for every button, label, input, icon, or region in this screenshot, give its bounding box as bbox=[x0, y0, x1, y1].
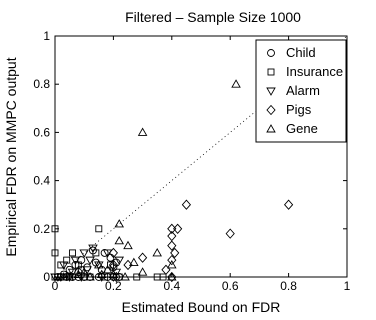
data-point-insurance bbox=[51, 225, 59, 233]
legend-label-alarm: Alarm bbox=[286, 83, 320, 98]
y-axis-label: Empirical FDR on MMPC output bbox=[3, 57, 19, 256]
legend-marker-gene bbox=[266, 124, 276, 133]
data-point-gene bbox=[231, 79, 241, 88]
data-point-pigs bbox=[167, 254, 177, 266]
data-point-gene bbox=[123, 240, 133, 250]
series-gene bbox=[58, 79, 241, 281]
data-point-alarm bbox=[67, 268, 78, 278]
data-point-alarm bbox=[114, 256, 125, 266]
tick-labels: 0 0.2 0.4 0.6 0.8 1 0 0.2 0.4 0.6 0.8 1 bbox=[33, 29, 350, 293]
data-point-pigs bbox=[167, 230, 177, 242]
data-point-alarm bbox=[70, 256, 81, 266]
data-point-alarm bbox=[94, 261, 104, 270]
data-point-insurance bbox=[115, 273, 123, 281]
data-point-gene bbox=[79, 267, 89, 276]
data-point-pigs bbox=[167, 240, 177, 251]
x-tick-label: 0.2 bbox=[105, 279, 122, 293]
data-point-pigs bbox=[283, 199, 294, 210]
data-point-child bbox=[100, 248, 109, 257]
chart-title: Filtered – Sample Size 1000 bbox=[125, 9, 301, 25]
data-point-child bbox=[94, 273, 103, 281]
data-point-alarm bbox=[88, 244, 98, 253]
data-point-pigs bbox=[137, 252, 148, 263]
series-pigs bbox=[108, 199, 294, 283]
data-point-gene bbox=[137, 267, 148, 276]
data-point-alarm bbox=[56, 273, 66, 282]
x-tick-label: 0.6 bbox=[222, 279, 239, 293]
data-point-insurance bbox=[95, 225, 103, 233]
y-tick-label: 0.6 bbox=[33, 125, 50, 139]
data-point-alarm bbox=[58, 261, 69, 270]
data-point-gene bbox=[73, 269, 84, 279]
x-tick-label: 0 bbox=[52, 279, 59, 293]
data-point-gene bbox=[102, 264, 113, 274]
data-point-pigs bbox=[108, 259, 119, 271]
y-tick-label: 0 bbox=[43, 270, 50, 284]
x-axis-label: Estimated Bound on FDR bbox=[122, 299, 281, 315]
data-point-alarm bbox=[64, 273, 75, 282]
data-point-pigs bbox=[170, 247, 180, 259]
data-point-gene bbox=[167, 272, 177, 281]
data-point-insurance bbox=[107, 261, 114, 269]
data-point-alarm bbox=[85, 256, 95, 266]
data-point-gene bbox=[94, 260, 104, 269]
data-point-gene bbox=[96, 269, 107, 279]
legend-label-insurance: Insurance bbox=[286, 64, 343, 79]
data-point-child bbox=[59, 270, 68, 279]
x-tick-label: 0.4 bbox=[163, 279, 180, 293]
x-tick-label: 0.8 bbox=[280, 279, 297, 293]
data-point-child bbox=[68, 273, 77, 281]
data-point-alarm bbox=[79, 249, 89, 258]
data-point-gene bbox=[108, 269, 119, 279]
data-point-gene bbox=[129, 257, 139, 266]
legend-label-pigs: Pigs bbox=[286, 102, 312, 117]
data-point-gene bbox=[114, 235, 125, 245]
data-point-pigs bbox=[111, 271, 121, 283]
y-tick-label: 0.4 bbox=[33, 174, 50, 188]
y-tick-label: 1 bbox=[43, 29, 50, 43]
legend-marker-insurance bbox=[267, 68, 275, 76]
data-point-insurance bbox=[159, 273, 167, 281]
legend-label-child: Child bbox=[286, 45, 316, 60]
data-point-pigs bbox=[167, 271, 177, 283]
y-tick-label: 0.2 bbox=[33, 222, 50, 236]
data-point-pigs bbox=[173, 223, 183, 234]
data-point-gene bbox=[120, 272, 130, 281]
data-point-gene bbox=[58, 272, 69, 281]
data-point-gene bbox=[114, 219, 125, 228]
data-point-pigs bbox=[181, 199, 192, 210]
data-point-gene bbox=[85, 272, 95, 281]
legend-label-gene: Gene bbox=[286, 121, 318, 136]
data-point-gene bbox=[137, 127, 148, 136]
data-point-gene bbox=[167, 260, 177, 269]
data-point-pigs bbox=[108, 247, 119, 259]
data-point-insurance bbox=[92, 249, 100, 257]
data-point-child bbox=[71, 261, 80, 269]
y-tick-label: 0.8 bbox=[33, 77, 50, 91]
data-point-insurance bbox=[133, 273, 141, 281]
legend: Child Insurance Alarm Pigs Gene bbox=[255, 39, 347, 143]
data-points bbox=[50, 79, 294, 283]
data-point-insurance bbox=[51, 249, 59, 257]
legend-marker-pigs bbox=[266, 104, 276, 116]
x-tick-label: 1 bbox=[344, 279, 351, 293]
legend-marker-child bbox=[267, 49, 275, 57]
data-point-gene bbox=[64, 272, 75, 281]
data-point-pigs bbox=[225, 228, 235, 239]
legend-marker-alarm bbox=[266, 87, 276, 96]
data-point-insurance bbox=[69, 249, 76, 257]
data-point-gene bbox=[152, 247, 162, 257]
